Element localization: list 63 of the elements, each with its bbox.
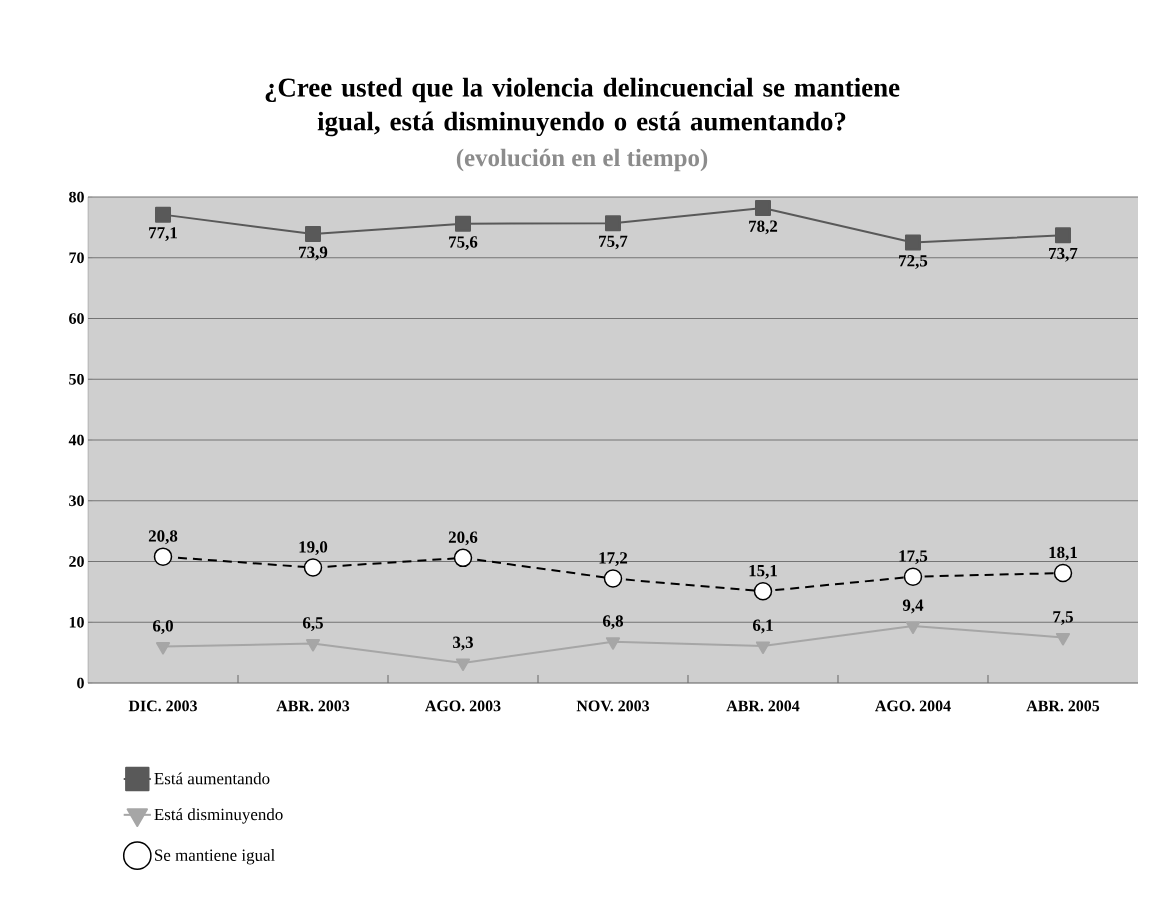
y-tick-label: 40 <box>68 434 84 446</box>
point <box>755 641 771 654</box>
point <box>603 569 623 588</box>
data-label: 7,5 <box>1053 611 1073 625</box>
point <box>455 658 471 671</box>
data-label: 73,9 <box>299 246 328 261</box>
x-tick-label: ABR. 2005 <box>1026 700 1100 712</box>
data-label: 20,6 <box>448 531 478 546</box>
data-label: 73,7 <box>1049 247 1078 262</box>
data-label: 17,2 <box>599 552 628 566</box>
data-label: 75,6 <box>449 236 478 251</box>
legend-label: Se mantiene igual <box>155 849 275 865</box>
data-label: 75,7 <box>599 235 628 250</box>
point <box>1055 632 1071 646</box>
point <box>755 199 771 216</box>
point <box>753 582 773 601</box>
point <box>605 637 621 650</box>
y-tick-label: 10 <box>69 616 84 628</box>
y-tick-label: 70 <box>69 252 84 264</box>
point <box>605 215 621 232</box>
data-label: 77,1 <box>149 227 177 241</box>
point <box>455 215 471 232</box>
data-label: 72,5 <box>899 255 928 269</box>
y-tick-label: 0 <box>77 677 84 689</box>
point <box>305 639 321 652</box>
point <box>155 206 172 223</box>
point <box>903 567 923 586</box>
x-tick-label: ABR. 2004 <box>726 700 800 712</box>
data-label: 78,2 <box>749 220 778 235</box>
data-label: 6,5 <box>303 617 323 632</box>
data-label: 6,1 <box>752 619 773 634</box>
data-label: 17,5 <box>899 550 928 565</box>
data-label: 18,1 <box>1049 546 1077 561</box>
x-tick-label: NOV. 2003 <box>576 700 650 712</box>
y-tick-label: 30 <box>69 495 84 507</box>
data-label: 6,0 <box>153 620 173 635</box>
data-label: 15,1 <box>749 564 777 579</box>
y-tick-label: 80 <box>69 191 84 203</box>
x-tick-label: AGO. 2003 <box>425 700 501 712</box>
point <box>453 548 473 568</box>
y-tick-label: 50 <box>69 373 84 385</box>
point <box>905 621 921 634</box>
point <box>305 226 321 243</box>
data-label: 6,8 <box>602 615 624 630</box>
point <box>155 642 171 655</box>
point <box>153 547 173 566</box>
x-tick-label: ABR. 2003 <box>276 700 350 712</box>
chart-title: ¿Cree usted que la violencia delincuencial se mantiene igual, está disminuyendo o está aumentando? <box>265 77 900 137</box>
data-label: 20,8 <box>148 530 178 545</box>
data-label: 9,4 <box>902 599 924 614</box>
point <box>1053 563 1073 583</box>
legend-label: Está disminuyendo <box>154 808 283 824</box>
chart-subtitle: (evolución en el tiempo) <box>456 148 708 172</box>
legend-label: Está aumentando <box>154 772 270 785</box>
y-tick-label: 20 <box>69 556 84 567</box>
point <box>303 558 323 577</box>
y-tick-label: 60 <box>69 313 84 324</box>
point <box>904 234 921 251</box>
data-label: 19,0 <box>299 541 328 556</box>
x-tick-label: DIC. 2003 <box>128 700 197 712</box>
point <box>1054 227 1071 244</box>
data-label: 3,3 <box>453 636 474 651</box>
x-tick-label: AGO. 2004 <box>875 700 951 712</box>
